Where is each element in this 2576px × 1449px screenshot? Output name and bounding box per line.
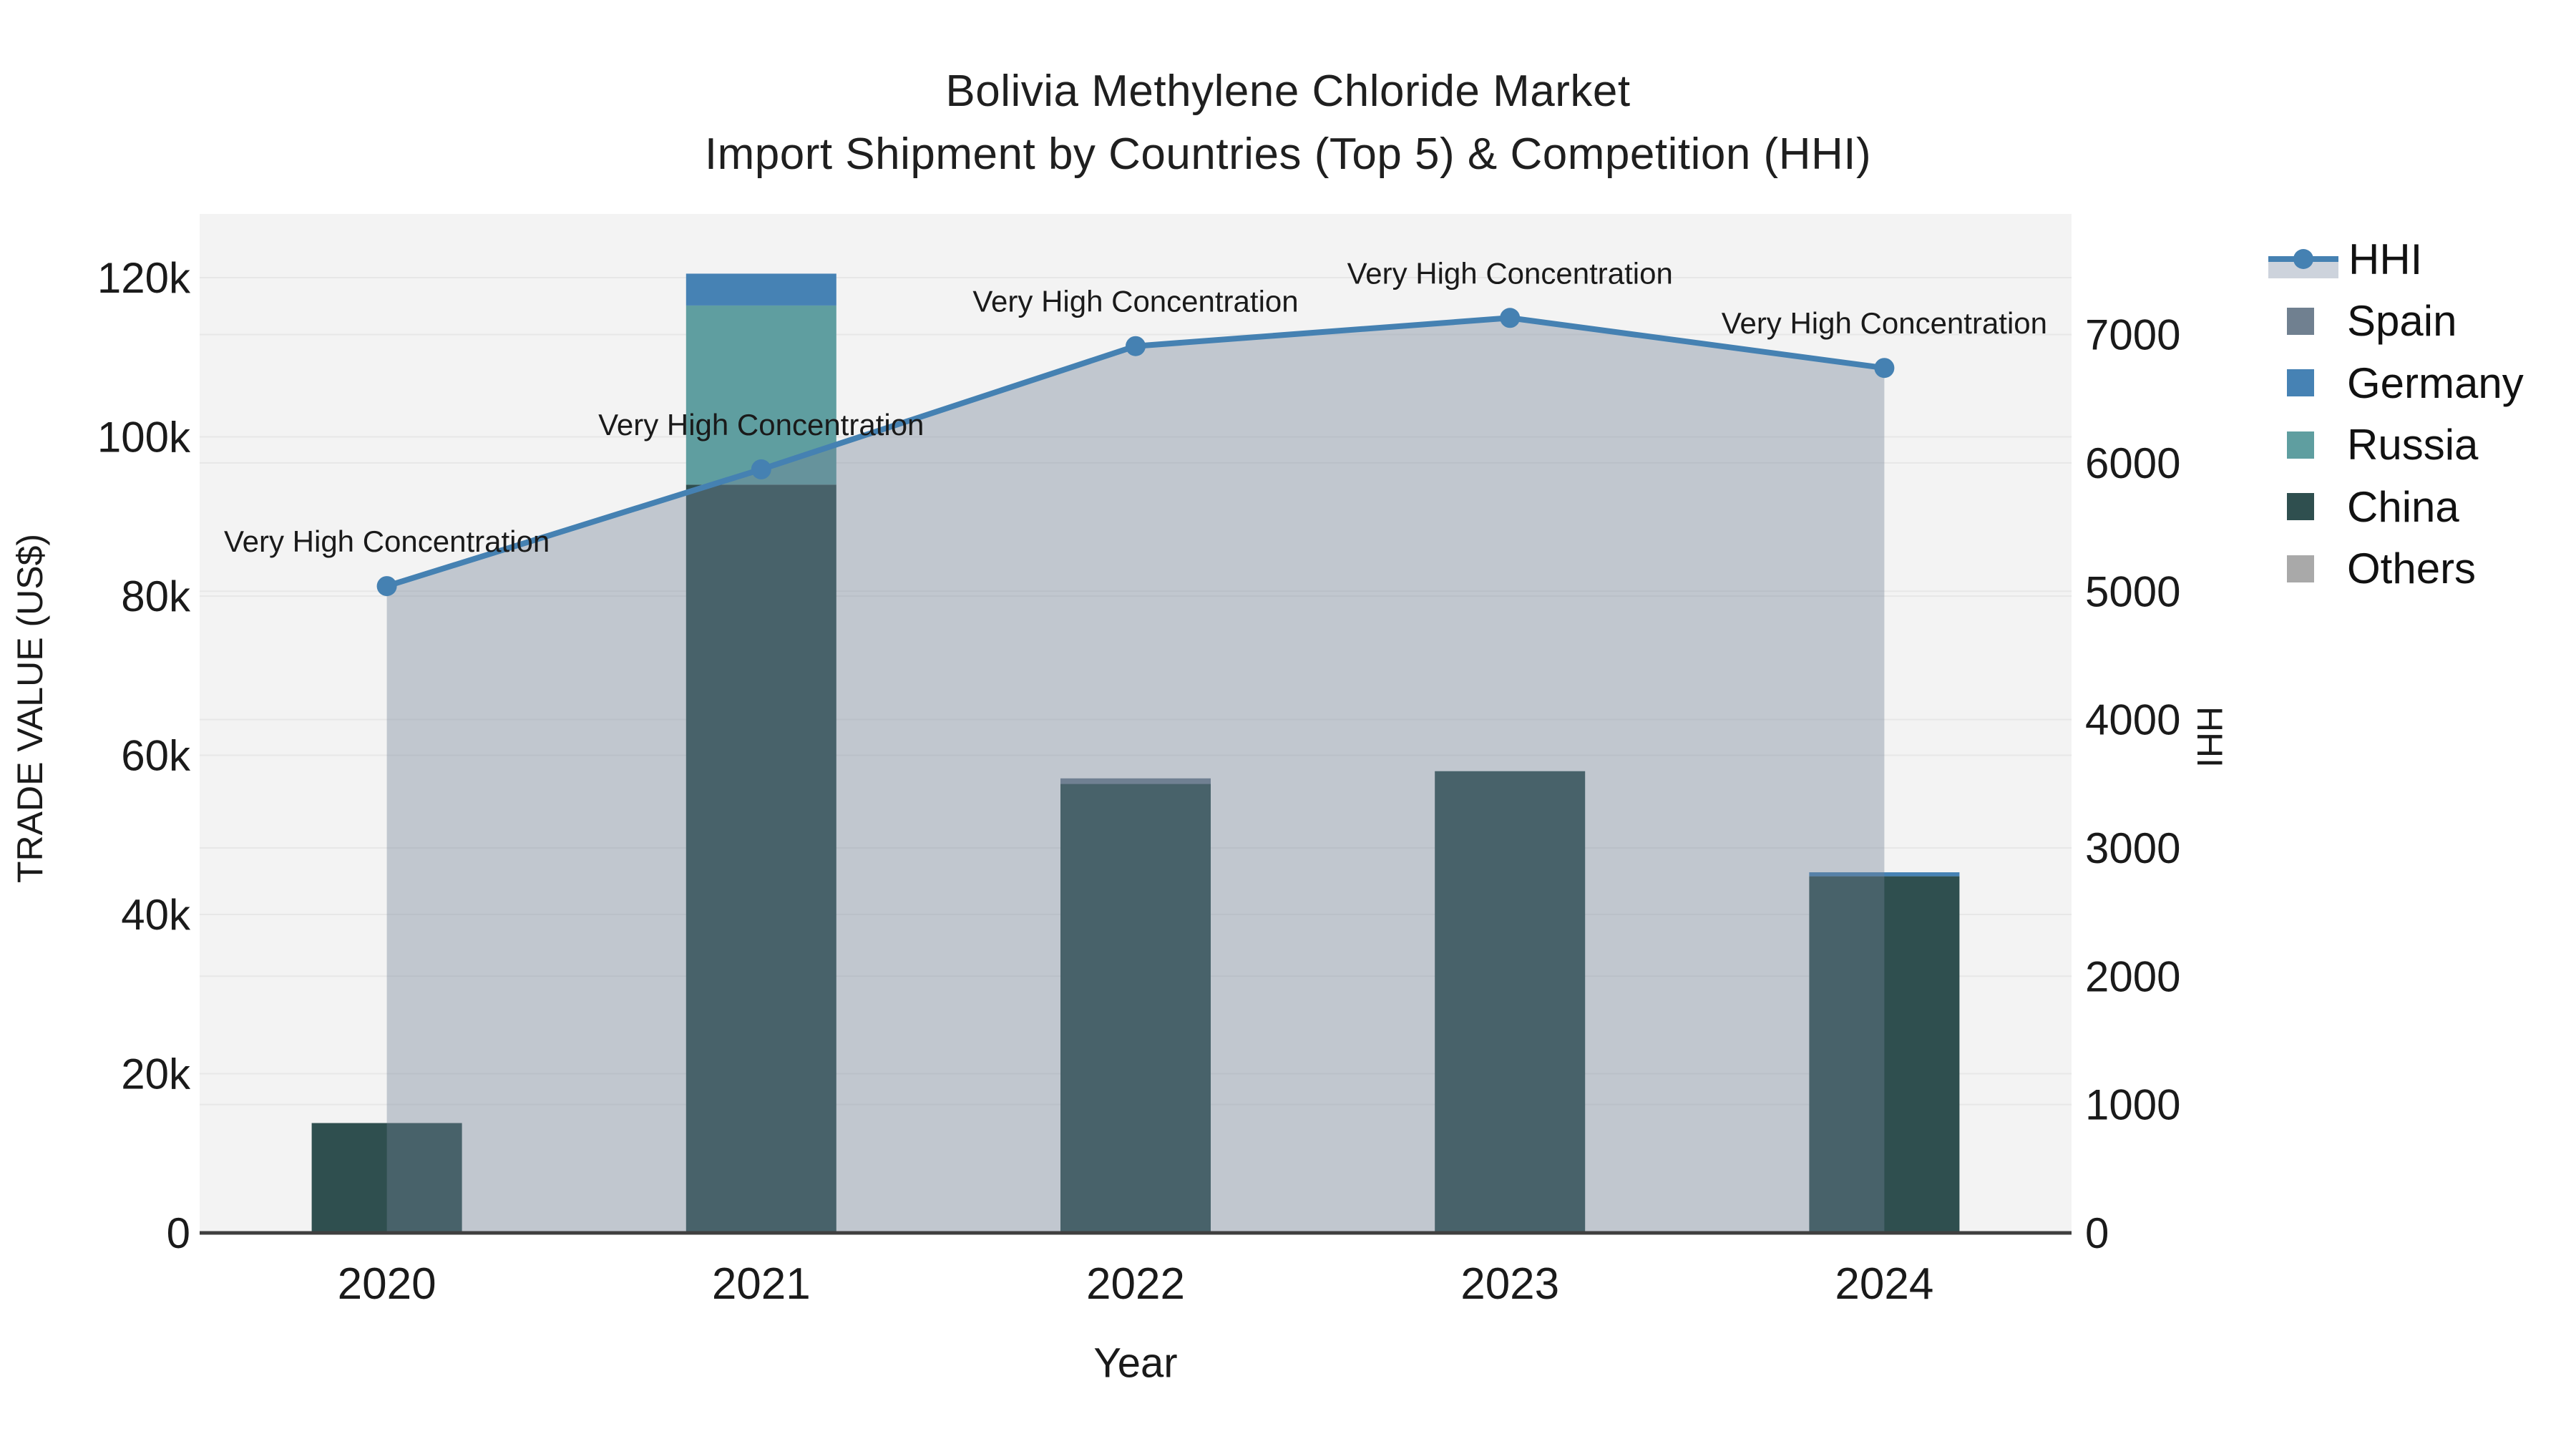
right-tick-0: 0 xyxy=(2085,1209,2109,1257)
legend-item-spain[interactable]: Spain xyxy=(2287,297,2457,345)
x-axis-title: Year xyxy=(1093,1340,1178,1387)
right-tick-3000: 3000 xyxy=(2085,824,2180,872)
legend-label: Spain xyxy=(2347,297,2457,345)
legend-label: China xyxy=(2347,482,2459,531)
x-tick-2022: 2022 xyxy=(1086,1259,1185,1309)
bar-2023-china xyxy=(1435,771,1586,1233)
legend-item-hhi[interactable]: HHI xyxy=(2268,235,2423,283)
left-tick-0: 0 xyxy=(167,1209,190,1257)
x-tick-2021: 2021 xyxy=(712,1259,811,1309)
bar-2024-germany xyxy=(1809,872,1960,877)
x-tick-2020: 2020 xyxy=(338,1259,436,1309)
legend-label: Russia xyxy=(2347,421,2479,469)
legend-line-swatch xyxy=(2268,238,2338,280)
bar-2020-china xyxy=(311,1123,462,1233)
right-tick-6000: 6000 xyxy=(2085,439,2180,487)
x-tick-2023: 2023 xyxy=(1460,1259,1559,1309)
right-tick-1000: 1000 xyxy=(2085,1081,2180,1129)
left-tick-20k: 20k xyxy=(121,1050,191,1098)
left-tick-80k: 80k xyxy=(121,572,191,620)
right-axis-title: HHI xyxy=(2190,706,2230,769)
legend-item-germany[interactable]: Germany xyxy=(2287,358,2524,407)
legend-swatch-germany xyxy=(2287,369,2314,396)
bar-2021-china xyxy=(686,484,836,1233)
hhi-marker-2023 xyxy=(1500,308,1521,328)
legend-item-china[interactable]: China xyxy=(2287,482,2459,531)
x-tick-2024: 2024 xyxy=(1835,1259,1933,1309)
annotation-2022: Very High Concentration xyxy=(972,285,1298,318)
legend-label: HHI xyxy=(2348,235,2423,283)
hhi-area-fill xyxy=(386,318,1885,1233)
hhi-marker-2020 xyxy=(376,576,397,597)
legend-swatch-others xyxy=(2287,555,2314,582)
right-tick-4000: 4000 xyxy=(2085,696,2180,744)
legend-swatch-spain xyxy=(2287,307,2314,335)
left-tick-120k: 120k xyxy=(97,254,191,302)
legend-swatch-russia xyxy=(2287,431,2314,459)
annotation-2024: Very High Concentration xyxy=(1722,306,2047,340)
annotation-2021: Very High Concentration xyxy=(598,408,924,441)
legend-item-russia[interactable]: Russia xyxy=(2287,421,2479,469)
left-tick-40k: 40k xyxy=(121,891,191,939)
bar-2022-china xyxy=(1060,784,1211,1233)
chart-title-line1: Bolivia Methylene Chloride Market xyxy=(945,67,1631,116)
bar-2022-spain xyxy=(1060,778,1211,784)
left-tick-60k: 60k xyxy=(121,732,191,780)
hhi-marker-2021 xyxy=(751,459,771,479)
hhi-marker-2024 xyxy=(1874,358,1895,379)
hhi-marker-2022 xyxy=(1126,336,1146,356)
right-tick-2000: 2000 xyxy=(2085,952,2180,1000)
left-axis-title: TRADE VALUE (US$) xyxy=(10,533,50,884)
annotation-2023: Very High Concentration xyxy=(1347,256,1673,290)
legend-swatch-china xyxy=(2287,493,2314,520)
right-tick-5000: 5000 xyxy=(2085,567,2180,615)
legend-item-others[interactable]: Others xyxy=(2287,545,2477,592)
legend-label: Others xyxy=(2347,545,2477,592)
left-tick-100k: 100k xyxy=(97,414,191,462)
annotation-2020: Very High Concentration xyxy=(224,525,550,558)
legend-label: Germany xyxy=(2347,358,2524,407)
bar-2024-china xyxy=(1809,876,1960,1233)
bar-2021-germany xyxy=(686,273,836,306)
chart-title-line2: Import Shipment by Countries (Top 5) & C… xyxy=(704,130,1872,179)
right-tick-7000: 7000 xyxy=(2085,311,2180,359)
